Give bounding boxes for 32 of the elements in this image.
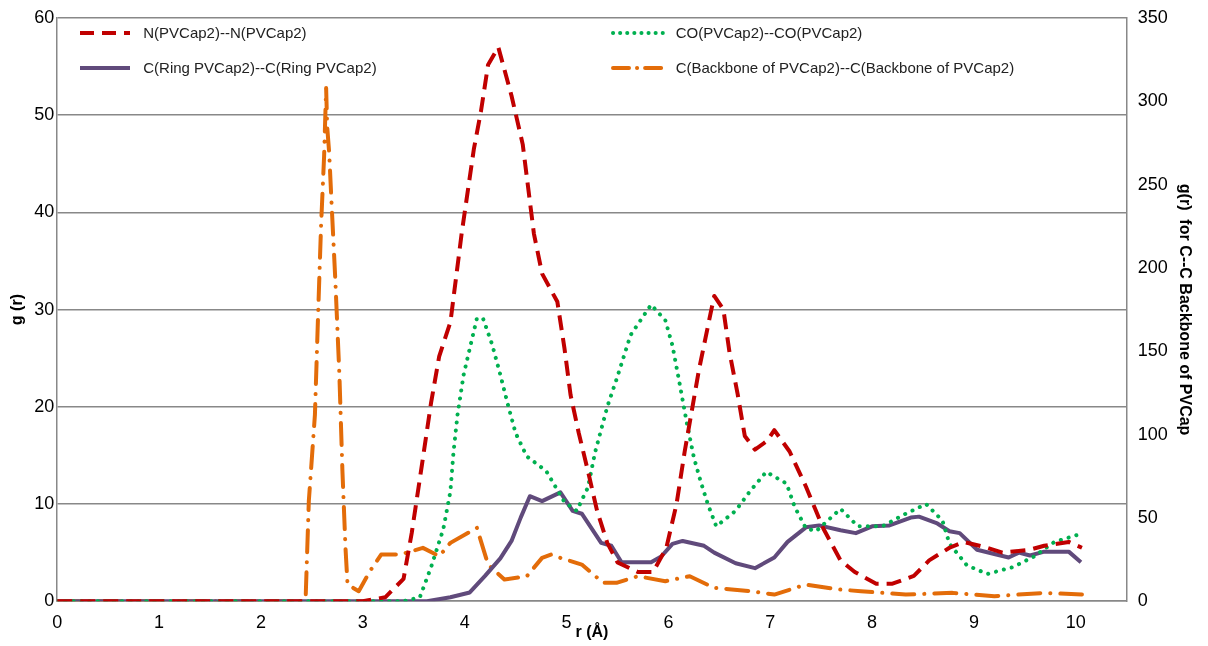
y2-tick-label: 250 <box>1137 173 1168 194</box>
y2-tick-label: 100 <box>1137 423 1168 444</box>
y2-tick-label: 50 <box>1137 506 1158 527</box>
x-tick-label: 2 <box>255 611 266 632</box>
y-tick-label: 0 <box>44 590 55 611</box>
y-tick-label: 50 <box>34 104 55 125</box>
x-tick-label: 3 <box>357 611 368 632</box>
x-tick-label: 4 <box>459 611 470 632</box>
x-tick-label: 1 <box>154 611 165 632</box>
x-tick-label: 8 <box>867 611 878 632</box>
x-tick-label: 5 <box>561 611 572 632</box>
y2-tick-label: 200 <box>1137 256 1168 277</box>
legend-label: N(PVCap2)--N(PVCap2) <box>143 24 307 41</box>
y2-tick-label: 350 <box>1137 6 1168 27</box>
x-tick-label: 10 <box>1065 611 1086 632</box>
y-tick-label: 20 <box>34 395 55 416</box>
y-tick-label: 60 <box>34 6 55 27</box>
y-axis-title: g (r) <box>8 294 26 326</box>
y2-tick-label: 300 <box>1137 90 1168 111</box>
x-tick-label: 7 <box>765 611 776 632</box>
legend-label: CO(PVCap2)--CO(PVCap2) <box>675 24 863 41</box>
y2-tick-label: 150 <box>1137 340 1168 361</box>
legend-label: C(Ring PVCap2)--C(Ring PVCap2) <box>143 59 377 76</box>
y-tick-label: 10 <box>34 492 55 513</box>
x-tick-label: 9 <box>968 611 979 632</box>
legend-label: C(Backbone of PVCap2)--C(Backbone of PVCap2) <box>675 59 1015 76</box>
x-tick-label: 6 <box>663 611 674 632</box>
y-tick-label: 30 <box>34 298 55 319</box>
y2-axis-title: g(r) for C--C Backbone of PVCap <box>1176 183 1194 436</box>
y2-tick-label: 0 <box>1137 590 1148 611</box>
x-axis-title: r (Å) <box>575 621 609 640</box>
y-tick-label: 40 <box>34 201 55 222</box>
